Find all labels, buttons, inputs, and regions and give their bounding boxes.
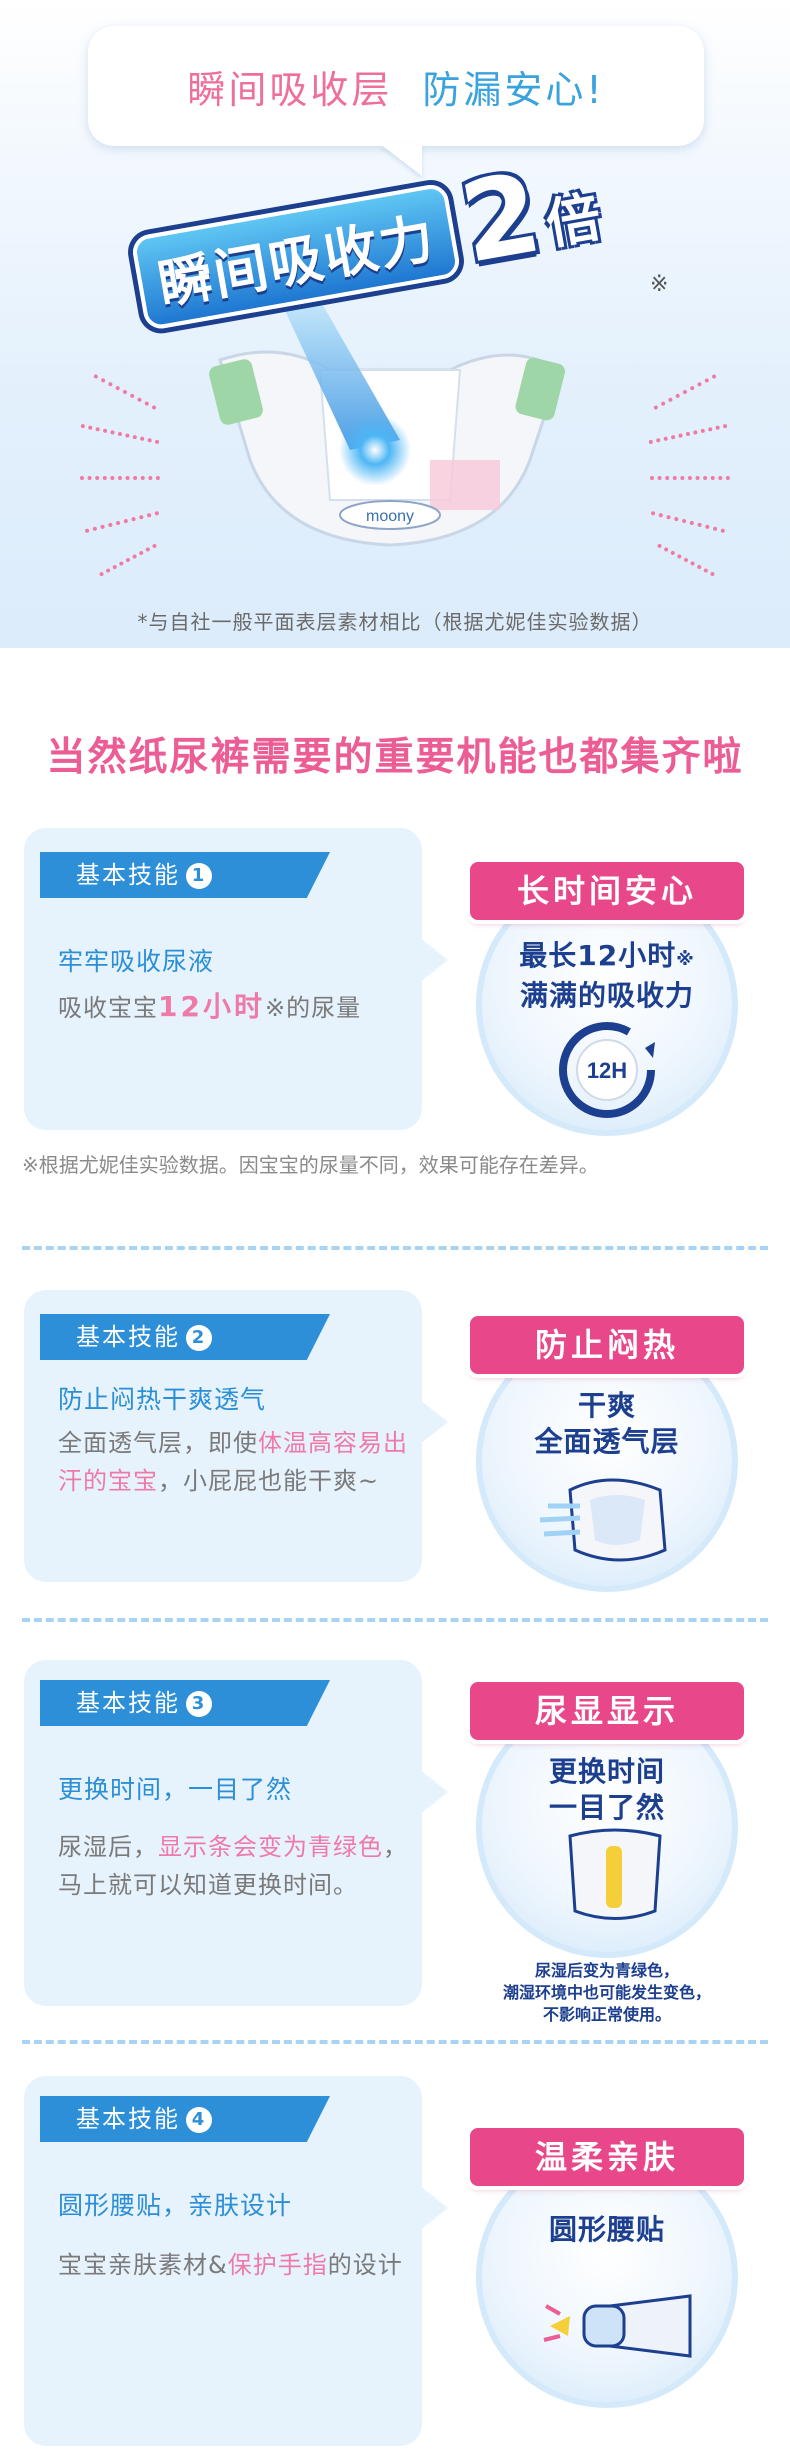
feature-description: 宝宝亲肤素材&保护手指的设计 <box>58 2251 403 2279</box>
section-divider <box>22 1246 768 1250</box>
bubble-text-left: 瞬间吸收层 <box>187 67 393 112</box>
speech-bubble: 瞬间吸收层 防漏安心! <box>88 26 704 146</box>
bubble-text-right: 防漏安心! <box>422 67 605 112</box>
sparkle-rays-left <box>80 370 200 577</box>
feature-4: 基本技能 4 圆形腰贴，亲肤设计 宝宝亲肤素材&保护手指的设计 温柔亲肤 圆形腰贴 <box>0 2076 790 2456</box>
circle-text: 圆形腰贴 <box>548 2213 665 2246</box>
feature-1: 基本技能 1 牢牢吸收尿液 吸收宝宝12小时※的尿量 长时间安心 最长12小时※ … <box>0 828 790 1248</box>
feature-footnote: ※根据尤妮佳实验数据。因宝宝的尿量不同，效果可能存在差异。 <box>22 1153 599 1177</box>
feature-tag-label: 基本技能 <box>76 861 180 889</box>
section-divider <box>22 2040 768 2044</box>
diaper-brand-label: moony <box>366 508 414 525</box>
feature-tag: 基本技能 4 <box>40 2096 330 2142</box>
feature-description: 尿湿后，显示条会变为青绿色，马上就可以知道更换时间。 <box>58 1833 408 1899</box>
circle-text: 更换时间 一目了然 <box>548 1755 665 1824</box>
feature-badge: 温柔亲肤 <box>470 2128 744 2186</box>
feature-badge: 长时间安心 <box>470 862 744 920</box>
feature-badge: 防止闷热 <box>470 1316 744 1374</box>
feature-title: 圆形腰贴，亲肤设计 <box>58 2191 293 2220</box>
feature-tag: 基本技能 2 <box>40 1314 330 1360</box>
hero-banner: 瞬间吸收层 防漏安心! <box>0 0 790 648</box>
section-divider <box>22 1618 768 1622</box>
diaper-airflow-icon <box>540 1478 667 1562</box>
feature-tag-label: 基本技能 <box>76 2105 180 2133</box>
feature-number-icon: 1 <box>186 863 212 889</box>
headline-suffix: 倍 <box>541 185 606 257</box>
feature-tag-label: 基本技能 <box>76 1689 180 1717</box>
feature-number-icon: 4 <box>186 2107 212 2133</box>
hero-caption: *与自社一般平面表层素材相比（根据尤妮佳实验数据） <box>137 610 653 634</box>
feature-title: 牢牢吸收尿液 <box>58 947 215 976</box>
headline-number: 2 <box>451 148 550 288</box>
diaper-illustration: moony <box>209 300 565 547</box>
feature-description: 全面透气层，即使体温高容易出汗的宝宝，小屁屁也能干爽~ <box>58 1429 408 1495</box>
feature-card: 基本技能 4 圆形腰贴，亲肤设计 宝宝亲肤素材&保护手指的设计 <box>24 2076 448 2446</box>
circle-text: 最长12小时※ 满满的吸收力 <box>519 939 695 1012</box>
feature-title: 更换时间，一目了然 <box>58 1775 293 1804</box>
wetness-indicator-icon <box>568 1828 662 1920</box>
feature-3: 基本技能 3 更换时间，一目了然 尿湿后，显示条会变为青绿色，马上就可以知道更换时… <box>0 1660 790 2024</box>
headline-note-mark: ※ <box>650 272 669 297</box>
circle-text: 干爽 全面透气层 <box>534 1389 680 1458</box>
feature-title: 防止闷热干爽透气 <box>58 1385 267 1414</box>
feature-number-icon: 2 <box>186 1325 212 1351</box>
feature-badge: 尿显显示 <box>470 1682 744 1740</box>
waist-tab-icon <box>543 2294 692 2358</box>
feature-card: 基本技能 2 防止闷热干爽透气 全面透气层，即使体温高容易出汗的宝宝，小屁屁也能干… <box>24 1290 448 1582</box>
feature-tag: 基本技能 3 <box>40 1680 330 1726</box>
feature-number-icon: 3 <box>186 1691 212 1717</box>
circle-note: 尿湿后变为青绿色， 潮湿环境中也可能发生变色， 不影响正常使用。 <box>502 1961 711 2024</box>
feature-card: 基本技能 3 更换时间，一目了然 尿湿后，显示条会变为青绿色，马上就可以知道更换时… <box>24 1660 448 2006</box>
section-title: 当然纸尿裤需要的重要机能也都集齐啦 <box>46 735 744 780</box>
feature-card: 基本技能 1 牢牢吸收尿液 吸收宝宝12小时※的尿量 <box>24 828 448 1130</box>
feature-tag: 基本技能 1 <box>40 852 330 898</box>
svg-text:12H: 12H <box>587 1058 627 1083</box>
feature-tag-label: 基本技能 <box>76 1323 180 1351</box>
feature-2: 基本技能 2 防止闷热干爽透气 全面透气层，即使体温高容易出汗的宝宝，小屁屁也能干… <box>0 1290 790 1610</box>
sparkle-rays-right <box>620 370 740 577</box>
feature-circle <box>476 2146 738 2408</box>
clock-icon: 12H <box>559 1022 655 1118</box>
feature-description: 吸收宝宝12小时※的尿量 <box>58 990 362 1023</box>
